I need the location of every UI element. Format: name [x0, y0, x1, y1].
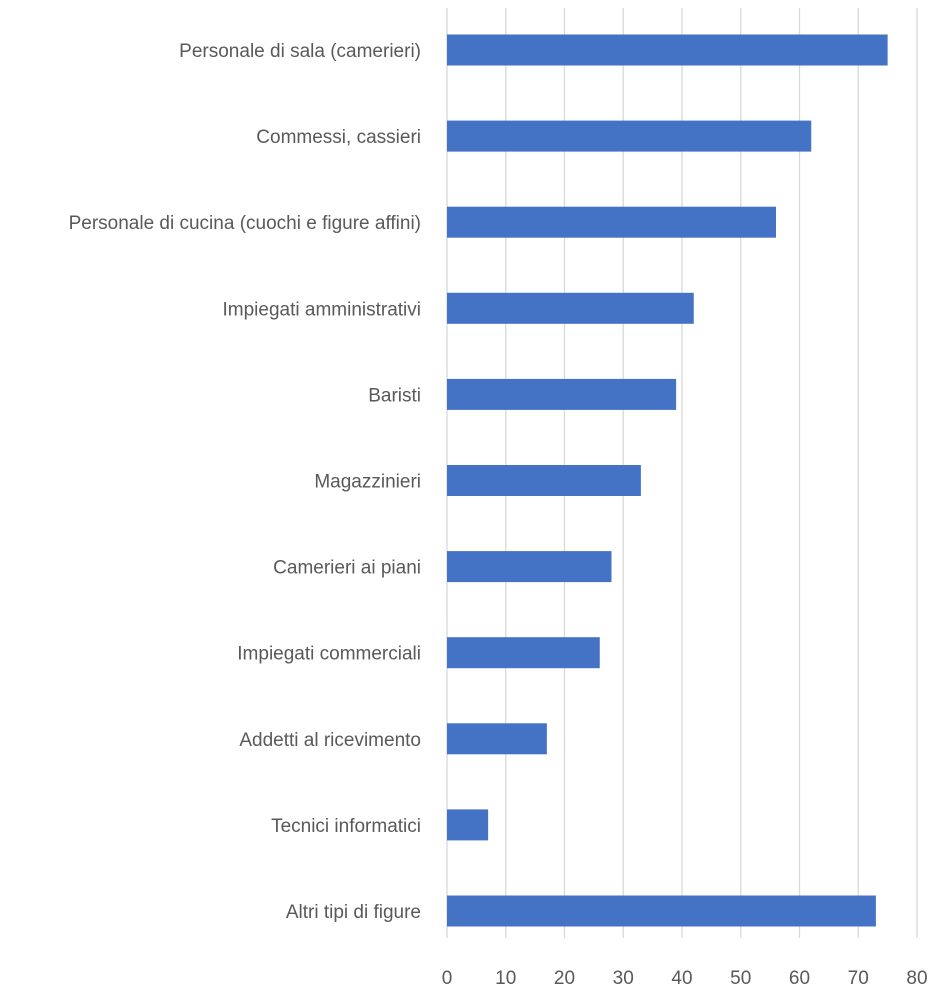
category-label: Magazzinieri: [314, 472, 421, 493]
x-tick-label: 40: [671, 968, 692, 989]
x-tick-label: 60: [789, 968, 810, 989]
category-label: Impiegati amministrativi: [223, 299, 422, 320]
category-label: Impiegati commerciali: [237, 644, 421, 665]
category-label: Addetti al ricevimento: [239, 730, 421, 751]
category-label: Baristi: [368, 385, 421, 406]
category-label: Personale di sala (camerieri): [179, 41, 421, 62]
bar: [447, 465, 641, 496]
bar: [447, 120, 812, 152]
bar: [447, 809, 489, 841]
bar: [447, 378, 677, 410]
bar: [447, 551, 612, 583]
bar: [447, 34, 888, 66]
category-label: Commessi, cassieri: [256, 127, 421, 148]
bar: [447, 292, 694, 324]
bars: [447, 34, 888, 927]
bar: [447, 637, 600, 669]
x-tick-label: 70: [848, 968, 869, 989]
bar: [447, 206, 776, 238]
x-tick-label: 20: [554, 968, 575, 989]
category-labels: Personale di sala (camerieri) Commessi, c…: [69, 41, 421, 923]
x-tick-label: 50: [730, 968, 751, 989]
x-tick-label: 30: [613, 968, 634, 989]
x-tick-label: 0: [442, 968, 453, 989]
x-tick-label: 10: [495, 968, 516, 989]
x-tick-label: 80: [906, 968, 927, 989]
category-label: Camerieri ai piani: [273, 558, 421, 579]
category-label: Altri tipi di figure: [286, 902, 421, 923]
gridlines: [446, 8, 918, 938]
bar: [447, 895, 876, 927]
category-label: Personale di cucina (cuochi e figure aff…: [69, 213, 421, 234]
x-axis-tick-labels: 0 10 20 30 40 50 60 70 80: [442, 968, 928, 989]
category-label: Tecnici informatici: [271, 816, 421, 837]
bar: [447, 723, 547, 755]
